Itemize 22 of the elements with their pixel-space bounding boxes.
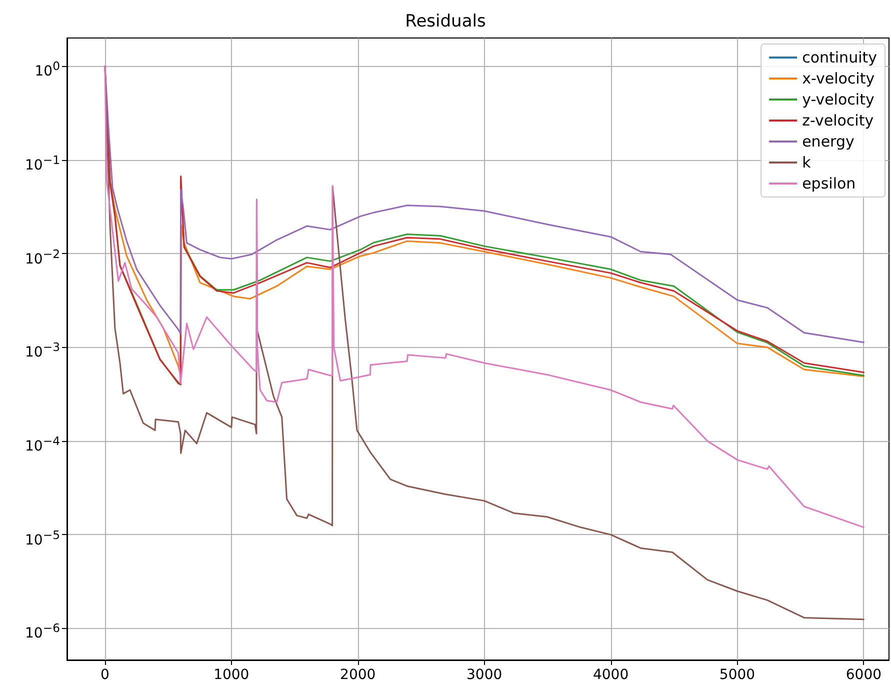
y-tick-label: 10$^{0}$ bbox=[34, 58, 60, 80]
y-tick-label: 10$^{−4}$ bbox=[24, 433, 60, 455]
y-tick-label: 10$^{−2}$ bbox=[24, 246, 60, 268]
legend-label: energy bbox=[802, 132, 854, 150]
x-tick-label: 6000 bbox=[846, 667, 882, 683]
y-tick-label: 10$^{−3}$ bbox=[24, 339, 60, 361]
legend-label: z-velocity bbox=[802, 112, 874, 130]
legend-label: continuity bbox=[802, 48, 878, 66]
x-tick-label: 2000 bbox=[340, 667, 376, 683]
y-tick-label: 10$^{−5}$ bbox=[24, 526, 60, 548]
legend-label: x-velocity bbox=[802, 70, 875, 88]
x-tick-label: 1000 bbox=[214, 667, 250, 683]
x-tick-label: 3000 bbox=[466, 667, 502, 683]
chart-title: Residuals bbox=[405, 12, 486, 32]
y-tick-label: 10$^{−6}$ bbox=[24, 620, 60, 642]
x-tick-label: 5000 bbox=[719, 667, 756, 683]
y-tick-label: 10$^{−1}$ bbox=[24, 152, 60, 174]
legend-label: y-velocity bbox=[802, 90, 874, 108]
x-tick-label: 0 bbox=[100, 667, 110, 683]
legend-label: k bbox=[802, 154, 812, 172]
x-tick-label: 4000 bbox=[592, 667, 629, 683]
legend-label: epsilon bbox=[802, 174, 856, 192]
